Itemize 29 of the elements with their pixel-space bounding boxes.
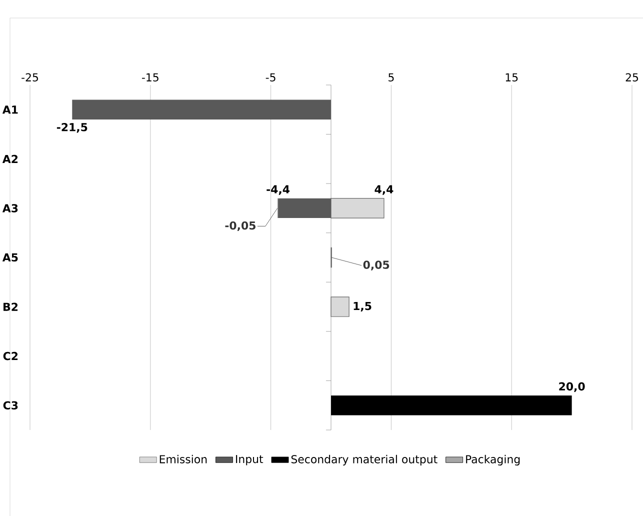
x-tick-label: 15 — [506, 73, 518, 82]
bar — [330, 198, 384, 218]
data-label: -4,4 — [266, 185, 290, 195]
bar — [72, 100, 332, 120]
legend-label: Packaging — [466, 454, 520, 466]
data-label: 4,4 — [374, 185, 394, 195]
bar — [330, 296, 350, 317]
x-tick-label: -25 — [22, 73, 38, 82]
x-tick-label: 5 — [388, 73, 394, 82]
data-label: -21,5 — [56, 123, 88, 133]
x-tick-label: -15 — [142, 73, 158, 82]
y-tick-label: A3 — [2, 204, 18, 212]
x-tick-label: 25 — [626, 73, 638, 82]
bar — [278, 198, 332, 218]
y-tick-label: A2 — [2, 154, 18, 163]
y-tick-label: C3 — [3, 401, 18, 410]
data-label: -0,05 — [225, 221, 256, 232]
y-tick-label: C2 — [3, 352, 18, 360]
y-tick-label: A5 — [2, 253, 18, 262]
legend-label: Emission — [160, 454, 207, 464]
data-label: 20,0 — [559, 382, 585, 392]
data-label: 1,5 — [354, 302, 372, 312]
legend-label: Input — [236, 455, 264, 466]
bar — [331, 395, 572, 416]
data-label: 0,05 — [363, 260, 390, 270]
y-tick-label: A1 — [2, 106, 18, 114]
x-tick-label: -5 — [266, 73, 276, 82]
legend-label: Secondary material output — [291, 454, 438, 466]
y-tick-label: B2 — [4, 302, 18, 311]
